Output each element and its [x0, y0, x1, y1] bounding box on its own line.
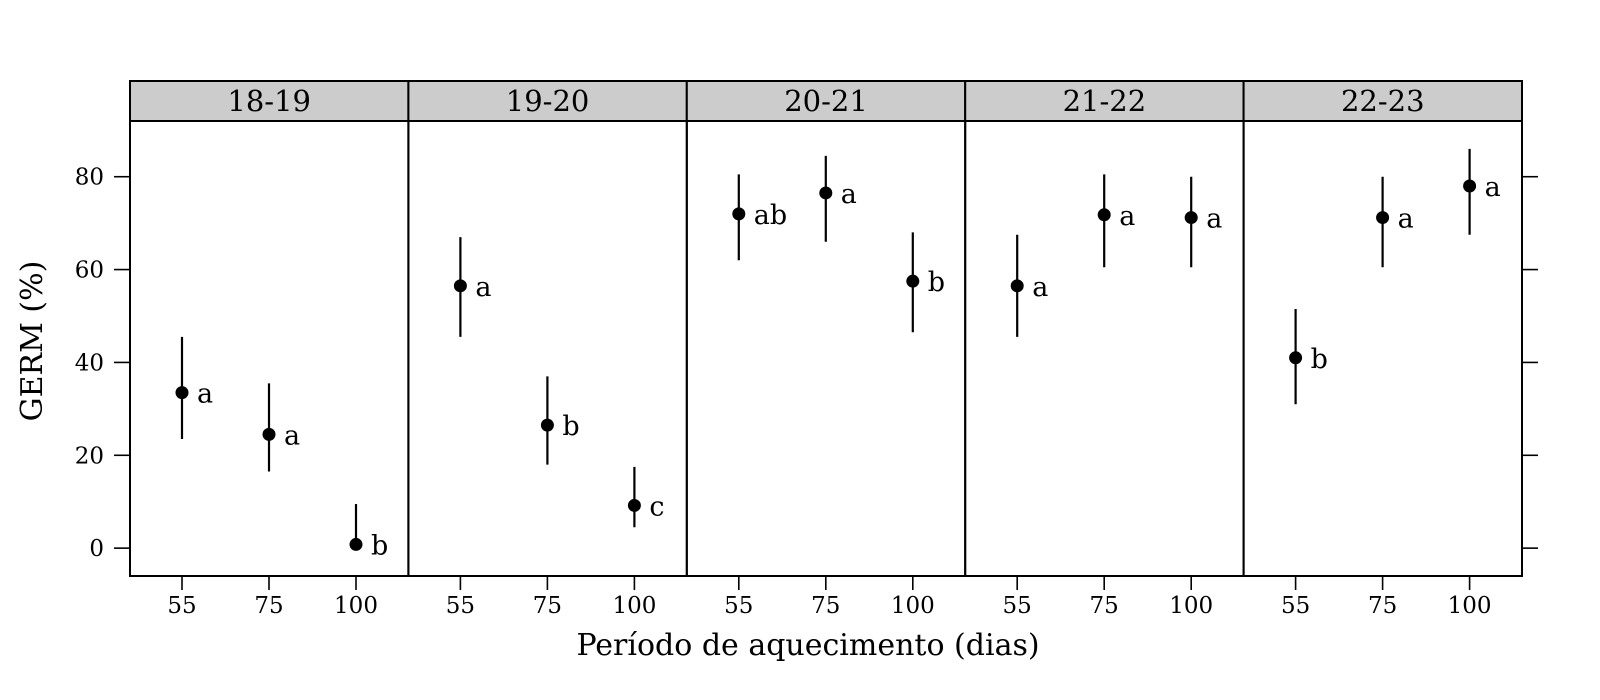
group-letter: a [1206, 204, 1222, 235]
strip-label: 20-21 [784, 84, 868, 118]
data-point [1097, 208, 1111, 222]
data-point [906, 274, 920, 288]
panel-18-19 [129, 120, 410, 577]
x-axis-label: Período de aquecimento (dias) [576, 628, 1039, 663]
group-letter: a [475, 272, 491, 303]
x-tick-label: 75 [254, 593, 283, 619]
data-point [1010, 279, 1024, 293]
x-tick-label: 55 [446, 593, 475, 619]
data-point [1376, 211, 1390, 225]
group-letter: c [649, 491, 664, 522]
panel-19-20 [407, 120, 688, 577]
group-letter: a [1032, 272, 1048, 303]
group-letter: b [928, 267, 945, 298]
group-letter: a [1398, 204, 1414, 235]
x-tick-label: 100 [334, 593, 378, 619]
group-letter: ab [754, 200, 787, 231]
group-letter: a [284, 420, 300, 451]
y-tick-label: 40 [75, 350, 104, 376]
x-tick-label: 55 [1003, 593, 1032, 619]
y-tick-label: 80 [75, 165, 104, 191]
strip-19-20 [407, 80, 688, 122]
data-point [627, 498, 641, 512]
group-letter: b [562, 411, 579, 442]
x-tick-label: 100 [1169, 593, 1213, 619]
axis-tick-layer: 55 75 100 55 75 100 55 75 100 55 75 100 55 75 100 0 20 40… [75, 165, 1538, 619]
y-tick-label: 0 [89, 536, 104, 562]
data-point [453, 279, 467, 293]
data-point [1289, 351, 1303, 365]
strip-layer: 18-19 19-20 20-21 21-22 22-23 [129, 80, 1523, 122]
x-tick-label: 75 [1090, 593, 1119, 619]
strip-18-19 [129, 80, 410, 122]
data-point [349, 537, 363, 551]
strip-label: 21-22 [1063, 84, 1147, 118]
x-tick-label: 55 [724, 593, 753, 619]
data-point [819, 186, 833, 200]
x-tick-label: 75 [1368, 593, 1397, 619]
group-letter: a [1119, 201, 1135, 232]
x-tick-label: 100 [612, 593, 656, 619]
group-letter: b [371, 530, 388, 561]
x-tick-label: 100 [891, 593, 935, 619]
x-tick-label: 100 [1448, 593, 1492, 619]
strip-label: 19-20 [506, 84, 590, 118]
x-tick-label: 75 [811, 593, 840, 619]
x-tick-label: 75 [533, 593, 562, 619]
data-point [1463, 179, 1477, 193]
group-letter: a [197, 379, 213, 410]
group-letter: a [841, 179, 857, 210]
data-point [175, 386, 189, 400]
y-tick-label: 20 [75, 443, 104, 469]
x-tick-label: 55 [1281, 593, 1310, 619]
data-point [262, 427, 276, 441]
x-tick-label: 55 [167, 593, 196, 619]
group-letter: a [1485, 172, 1501, 203]
data-point [1184, 211, 1198, 225]
y-tick-label: 60 [75, 258, 104, 284]
y-axis-label: GERM (%) [15, 261, 50, 422]
data-point [540, 418, 554, 432]
data-point [732, 207, 746, 221]
strip-label: 22-23 [1341, 84, 1425, 118]
group-letter: b [1311, 344, 1328, 375]
strip-label: 18-19 [227, 84, 311, 118]
